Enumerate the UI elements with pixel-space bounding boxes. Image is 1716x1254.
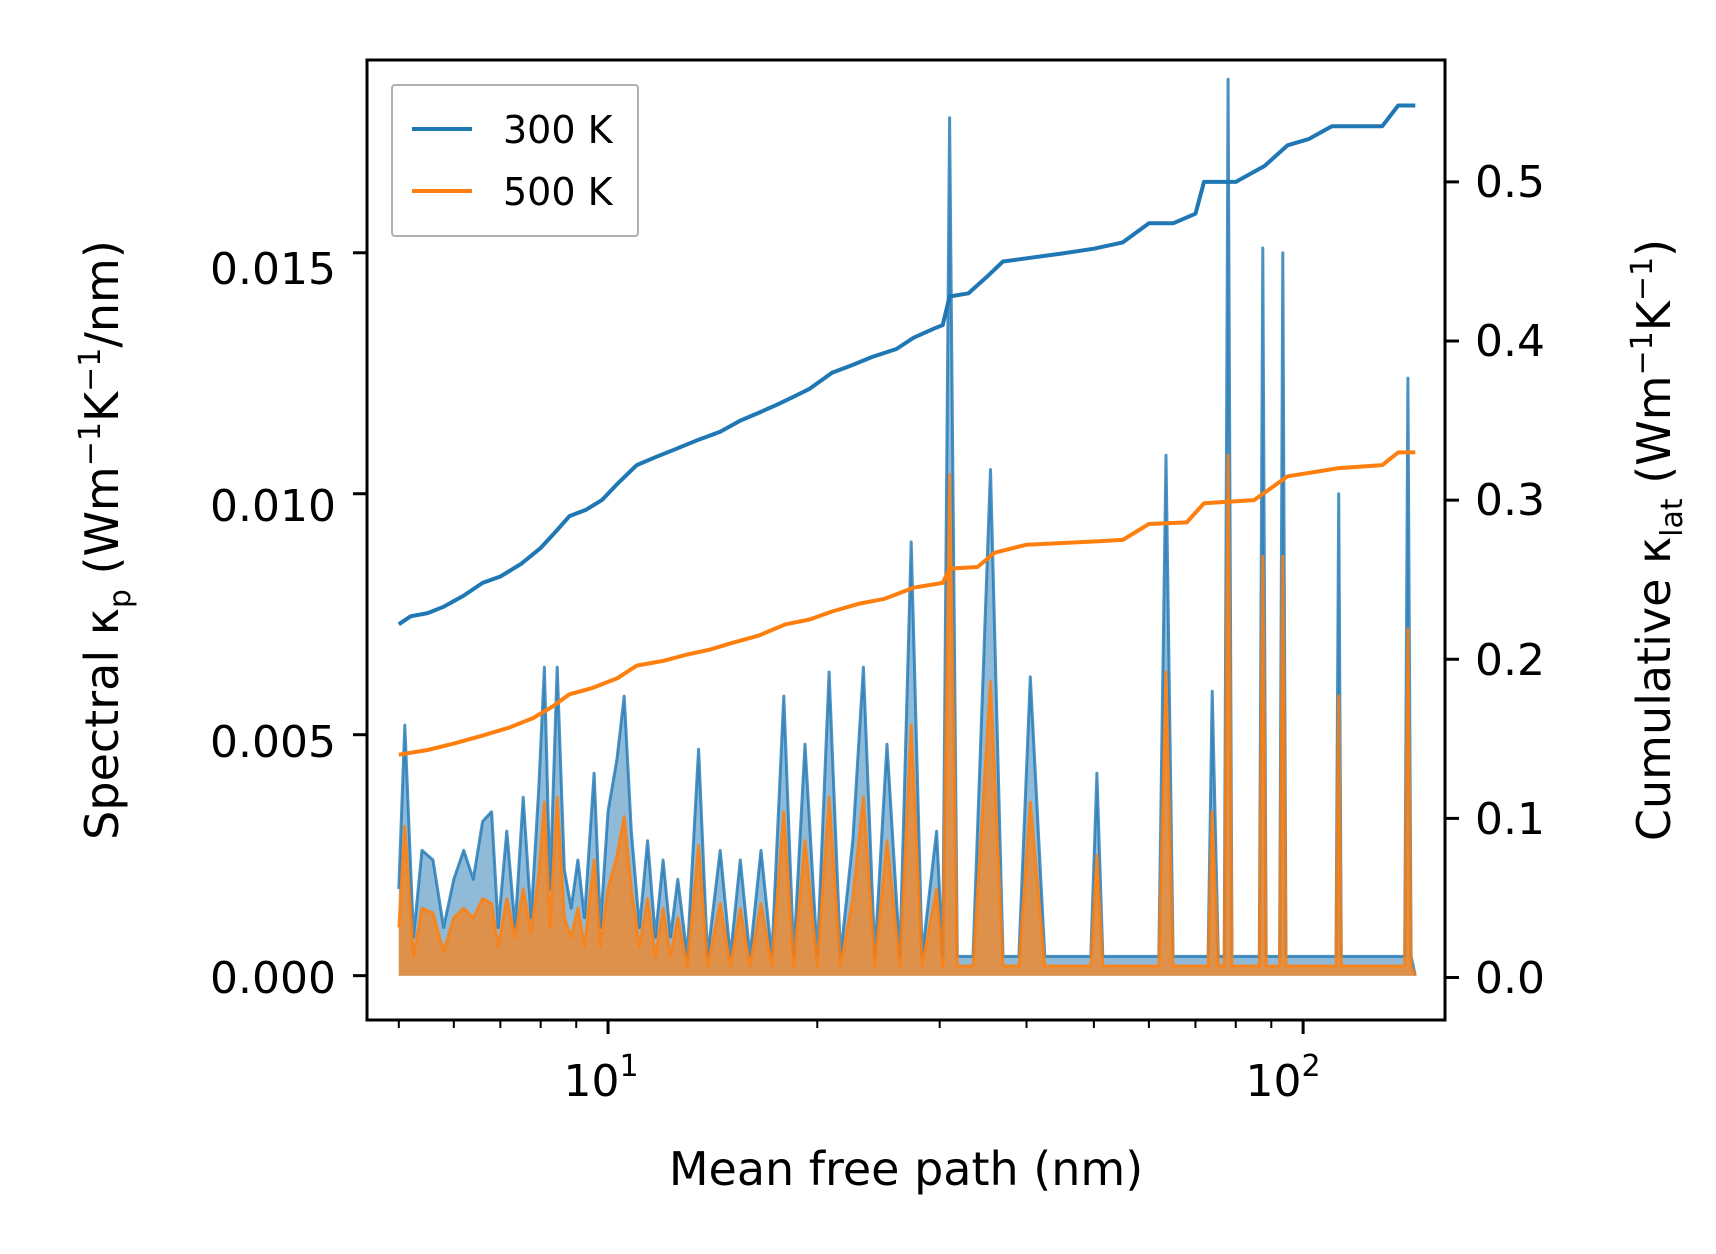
y-right-axis-title: Cumulative κlat (Wm−1K−1)	[1625, 239, 1690, 841]
spectral-fill-500k	[398, 455, 1416, 976]
y-right-tick-label-1: 0.1	[1475, 794, 1545, 845]
y-left-tick-label-1: 0.005	[210, 717, 336, 768]
y-right-tick-label-5: 0.5	[1475, 157, 1545, 208]
y-left-tick-label-0: 0.000	[210, 953, 336, 1004]
x-tick-label-10: 101	[563, 1049, 638, 1107]
legend-box	[391, 84, 639, 237]
cumulative-lines	[397, 103, 1416, 757]
y-left-axis-title: Spectral κp (Wm−1K−1/nm)	[73, 240, 138, 840]
axis-ticks	[353, 180, 1459, 1034]
cumulative-line-500k	[398, 450, 1416, 757]
spectral-lines	[397, 77, 1417, 977]
spectral-line-500k	[397, 453, 1417, 977]
plot-frame	[365, 58, 1447, 1022]
x-axis-title: Mean free path (nm)	[669, 1142, 1143, 1196]
y-right-tick-label-0: 0.0	[1475, 953, 1545, 1004]
legend-label-300k: 300 K	[503, 108, 614, 152]
y-right-tick-label-2: 0.2	[1475, 635, 1545, 686]
legend-label-500k: 500 K	[503, 170, 614, 214]
y-right-tick-label-4: 0.4	[1475, 316, 1545, 367]
x-tick-label-100: 102	[1245, 1049, 1320, 1107]
y-left-tick-label-2: 0.010	[210, 481, 336, 532]
legend: 300 K 500 K	[391, 84, 639, 237]
y-right-tick-label-3: 0.3	[1475, 475, 1545, 526]
cumulative-line-300k	[397, 103, 1416, 626]
y-left-tick-label-3: 0.015	[210, 244, 336, 295]
